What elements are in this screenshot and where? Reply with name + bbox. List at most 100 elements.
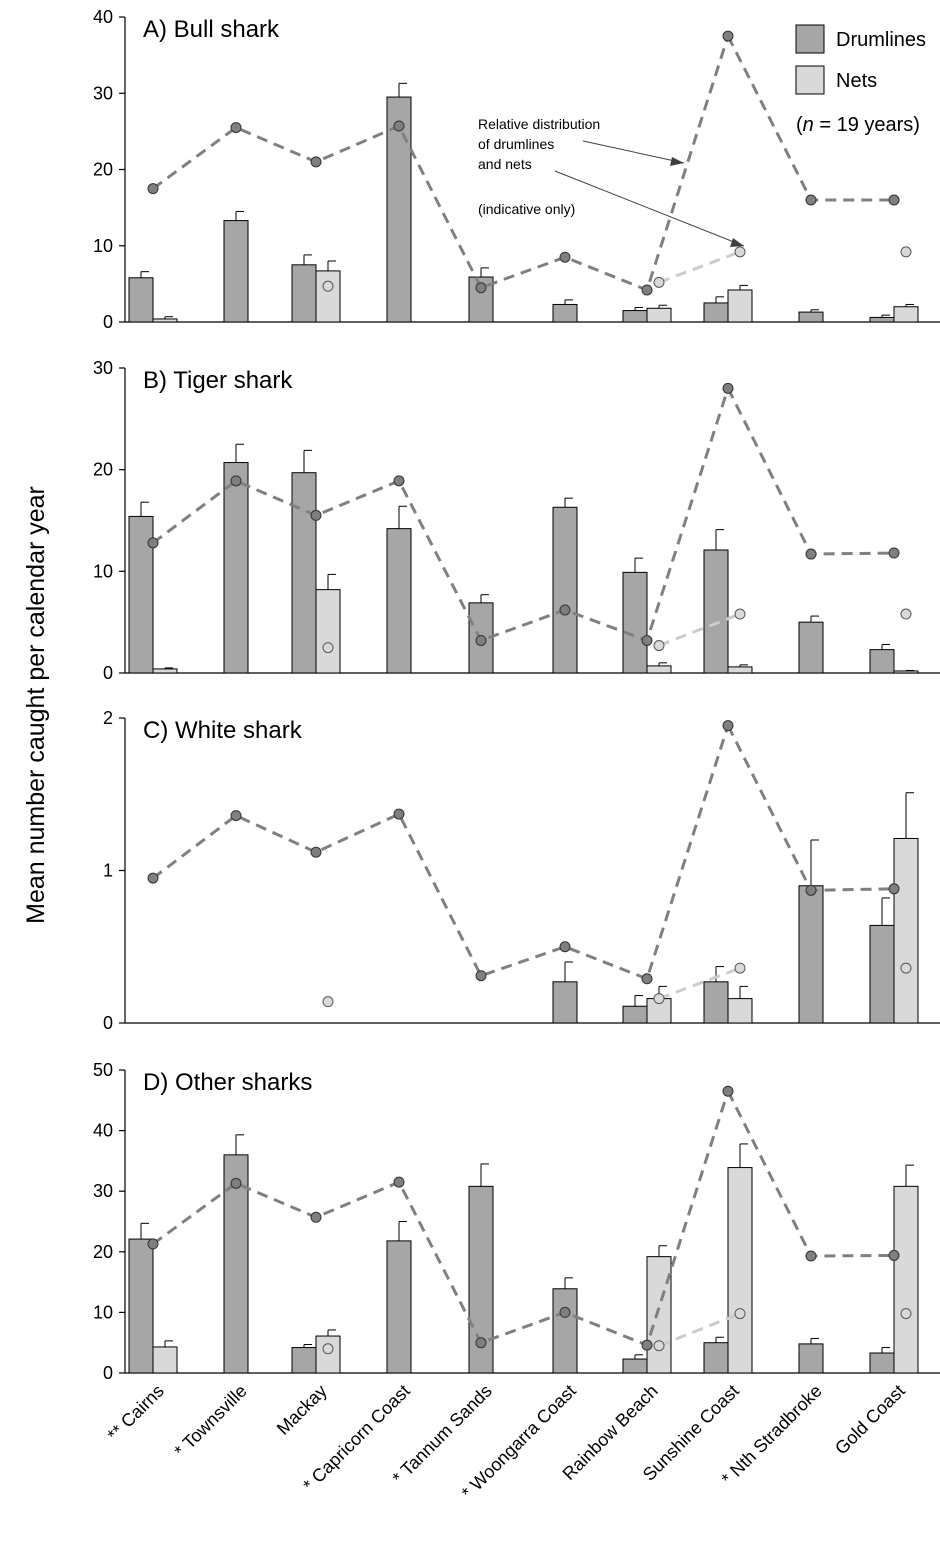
net-distribution-point: [653, 640, 665, 652]
y-tick-label: 10: [93, 236, 113, 256]
drumlines-bar: [552, 506, 578, 674]
drumlines-bar: [386, 1240, 412, 1374]
legend-label-nets: Nets: [836, 70, 877, 92]
net-distribution-point: [322, 1343, 334, 1355]
drumlines-bar: [869, 924, 895, 1024]
drumline-distribution-point: [310, 156, 322, 168]
drumlines-bar: [869, 649, 895, 674]
drumline-distribution-point: [230, 810, 242, 822]
drumline-distribution-point: [310, 509, 322, 521]
drumline-distribution-point: [805, 884, 817, 896]
drumlines-bar: [223, 220, 249, 323]
annotation-arrowhead-nets: [730, 238, 744, 247]
drumline-distribution-point: [147, 1238, 159, 1250]
drumline-distribution-point: [559, 604, 571, 616]
drumlines-bar: [622, 310, 648, 323]
drumlines-bar: [798, 311, 824, 323]
drumlines-bar: [386, 96, 412, 323]
y-tick-label: 30: [93, 358, 113, 378]
drumline-distribution-line: [726, 1090, 895, 1258]
net-distribution-point: [900, 1308, 912, 1320]
drumline-distribution-point: [310, 846, 322, 858]
drumlines-bar: [622, 1005, 648, 1024]
drumline-distribution-point: [641, 634, 653, 646]
distribution-annotation: Relative distribution of drumlines and n…: [478, 116, 745, 247]
chart-panel-4: 0 10 20 30 40 50 D) Other sharks: [93, 1060, 940, 1383]
nets-bar: [893, 306, 919, 323]
drumline-distribution-point: [559, 941, 571, 953]
drumlines-bar: [622, 571, 648, 674]
panel-title: B) Tiger shark: [143, 367, 293, 394]
drumline-distribution-point: [888, 547, 900, 559]
nets-bar: [893, 1185, 919, 1374]
drumline-distribution-point: [559, 251, 571, 263]
net-distribution-point: [734, 246, 746, 258]
nets-bar: [727, 666, 753, 674]
nets-bar: [646, 665, 672, 674]
nets-bar: [893, 670, 919, 674]
y-tick-label: 10: [93, 1302, 113, 1322]
drumlines-bar: [798, 885, 824, 1024]
drumline-distribution-point: [559, 1306, 571, 1318]
annotation-line-4: (indicative only): [478, 201, 575, 217]
drumlines-bar: [552, 303, 578, 323]
drumline-distribution-point: [805, 548, 817, 560]
nets-bar: [727, 289, 753, 323]
y-axis-label: Mean number caught per calendar year: [22, 486, 50, 924]
drumline-distribution-point: [475, 634, 487, 646]
net-distribution-point: [900, 608, 912, 620]
net-distribution-line: [658, 250, 741, 284]
net-distribution-point: [653, 1340, 665, 1352]
panel-title: A) Bull shark: [143, 16, 280, 43]
drumlines-bar: [128, 277, 154, 323]
y-tick-label: 20: [93, 160, 113, 180]
y-tick-label: 0: [103, 1013, 113, 1033]
drumlines-bar: [703, 1342, 729, 1374]
category-label: Mackay: [273, 1381, 331, 1439]
legend-label-drumlines: Drumlines: [836, 29, 926, 51]
drumlines-bar: [703, 549, 729, 674]
drumlines-bar: [869, 1352, 895, 1374]
nets-bar: [893, 837, 919, 1024]
legend-swatch-drumlines: [795, 24, 825, 54]
drumline-distribution-point: [393, 808, 405, 820]
drumline-distribution-point: [475, 1337, 487, 1349]
y-tick-label: 20: [93, 460, 113, 480]
net-distribution-line: [658, 612, 741, 647]
drumline-distribution-point: [641, 1339, 653, 1351]
chart-panel-2: 0 10 20 30 B) Tiger shark: [93, 358, 940, 683]
drumlines-bar: [552, 1288, 578, 1374]
drumline-distribution-point: [722, 1085, 734, 1097]
drumline-distribution-point: [722, 720, 734, 732]
drumlines-bar: [128, 1238, 154, 1374]
y-tick-label: 10: [93, 561, 113, 581]
drumline-distribution-point: [147, 537, 159, 549]
drumline-distribution-point: [230, 122, 242, 134]
y-tick-label: 2: [103, 708, 113, 728]
nets-bar: [315, 1335, 341, 1374]
drumlines-bar: [703, 981, 729, 1024]
drumline-distribution-line: [152, 725, 730, 981]
drumline-distribution-point: [805, 1250, 817, 1262]
drumline-distribution-point: [230, 475, 242, 487]
annotation-arrow-nets: [554, 170, 745, 247]
y-tick-label: 40: [93, 7, 113, 27]
nets-bar: [646, 307, 672, 323]
drumlines-bar: [703, 302, 729, 323]
net-distribution-point: [322, 642, 334, 654]
net-distribution-point: [734, 1308, 746, 1320]
nets-bar: [315, 270, 341, 323]
annotation-arrowhead-drumlines: [670, 157, 684, 166]
y-tick-label: 30: [93, 1181, 113, 1201]
y-tick-label: 1: [103, 861, 113, 881]
drumlines-bar: [223, 1154, 249, 1374]
net-distribution-point: [734, 608, 746, 620]
net-distribution-point: [653, 993, 665, 1005]
net-distribution-point: [322, 996, 334, 1008]
panel-title: C) White shark: [143, 717, 303, 744]
category-label: Gold Coast: [831, 1381, 909, 1459]
chart-panel-3: 0 1 2 C) White shark: [103, 708, 940, 1033]
annotation-line-2: of drumlines: [478, 136, 554, 152]
nets-bar: [152, 668, 178, 674]
drumlines-bar: [291, 1347, 317, 1374]
